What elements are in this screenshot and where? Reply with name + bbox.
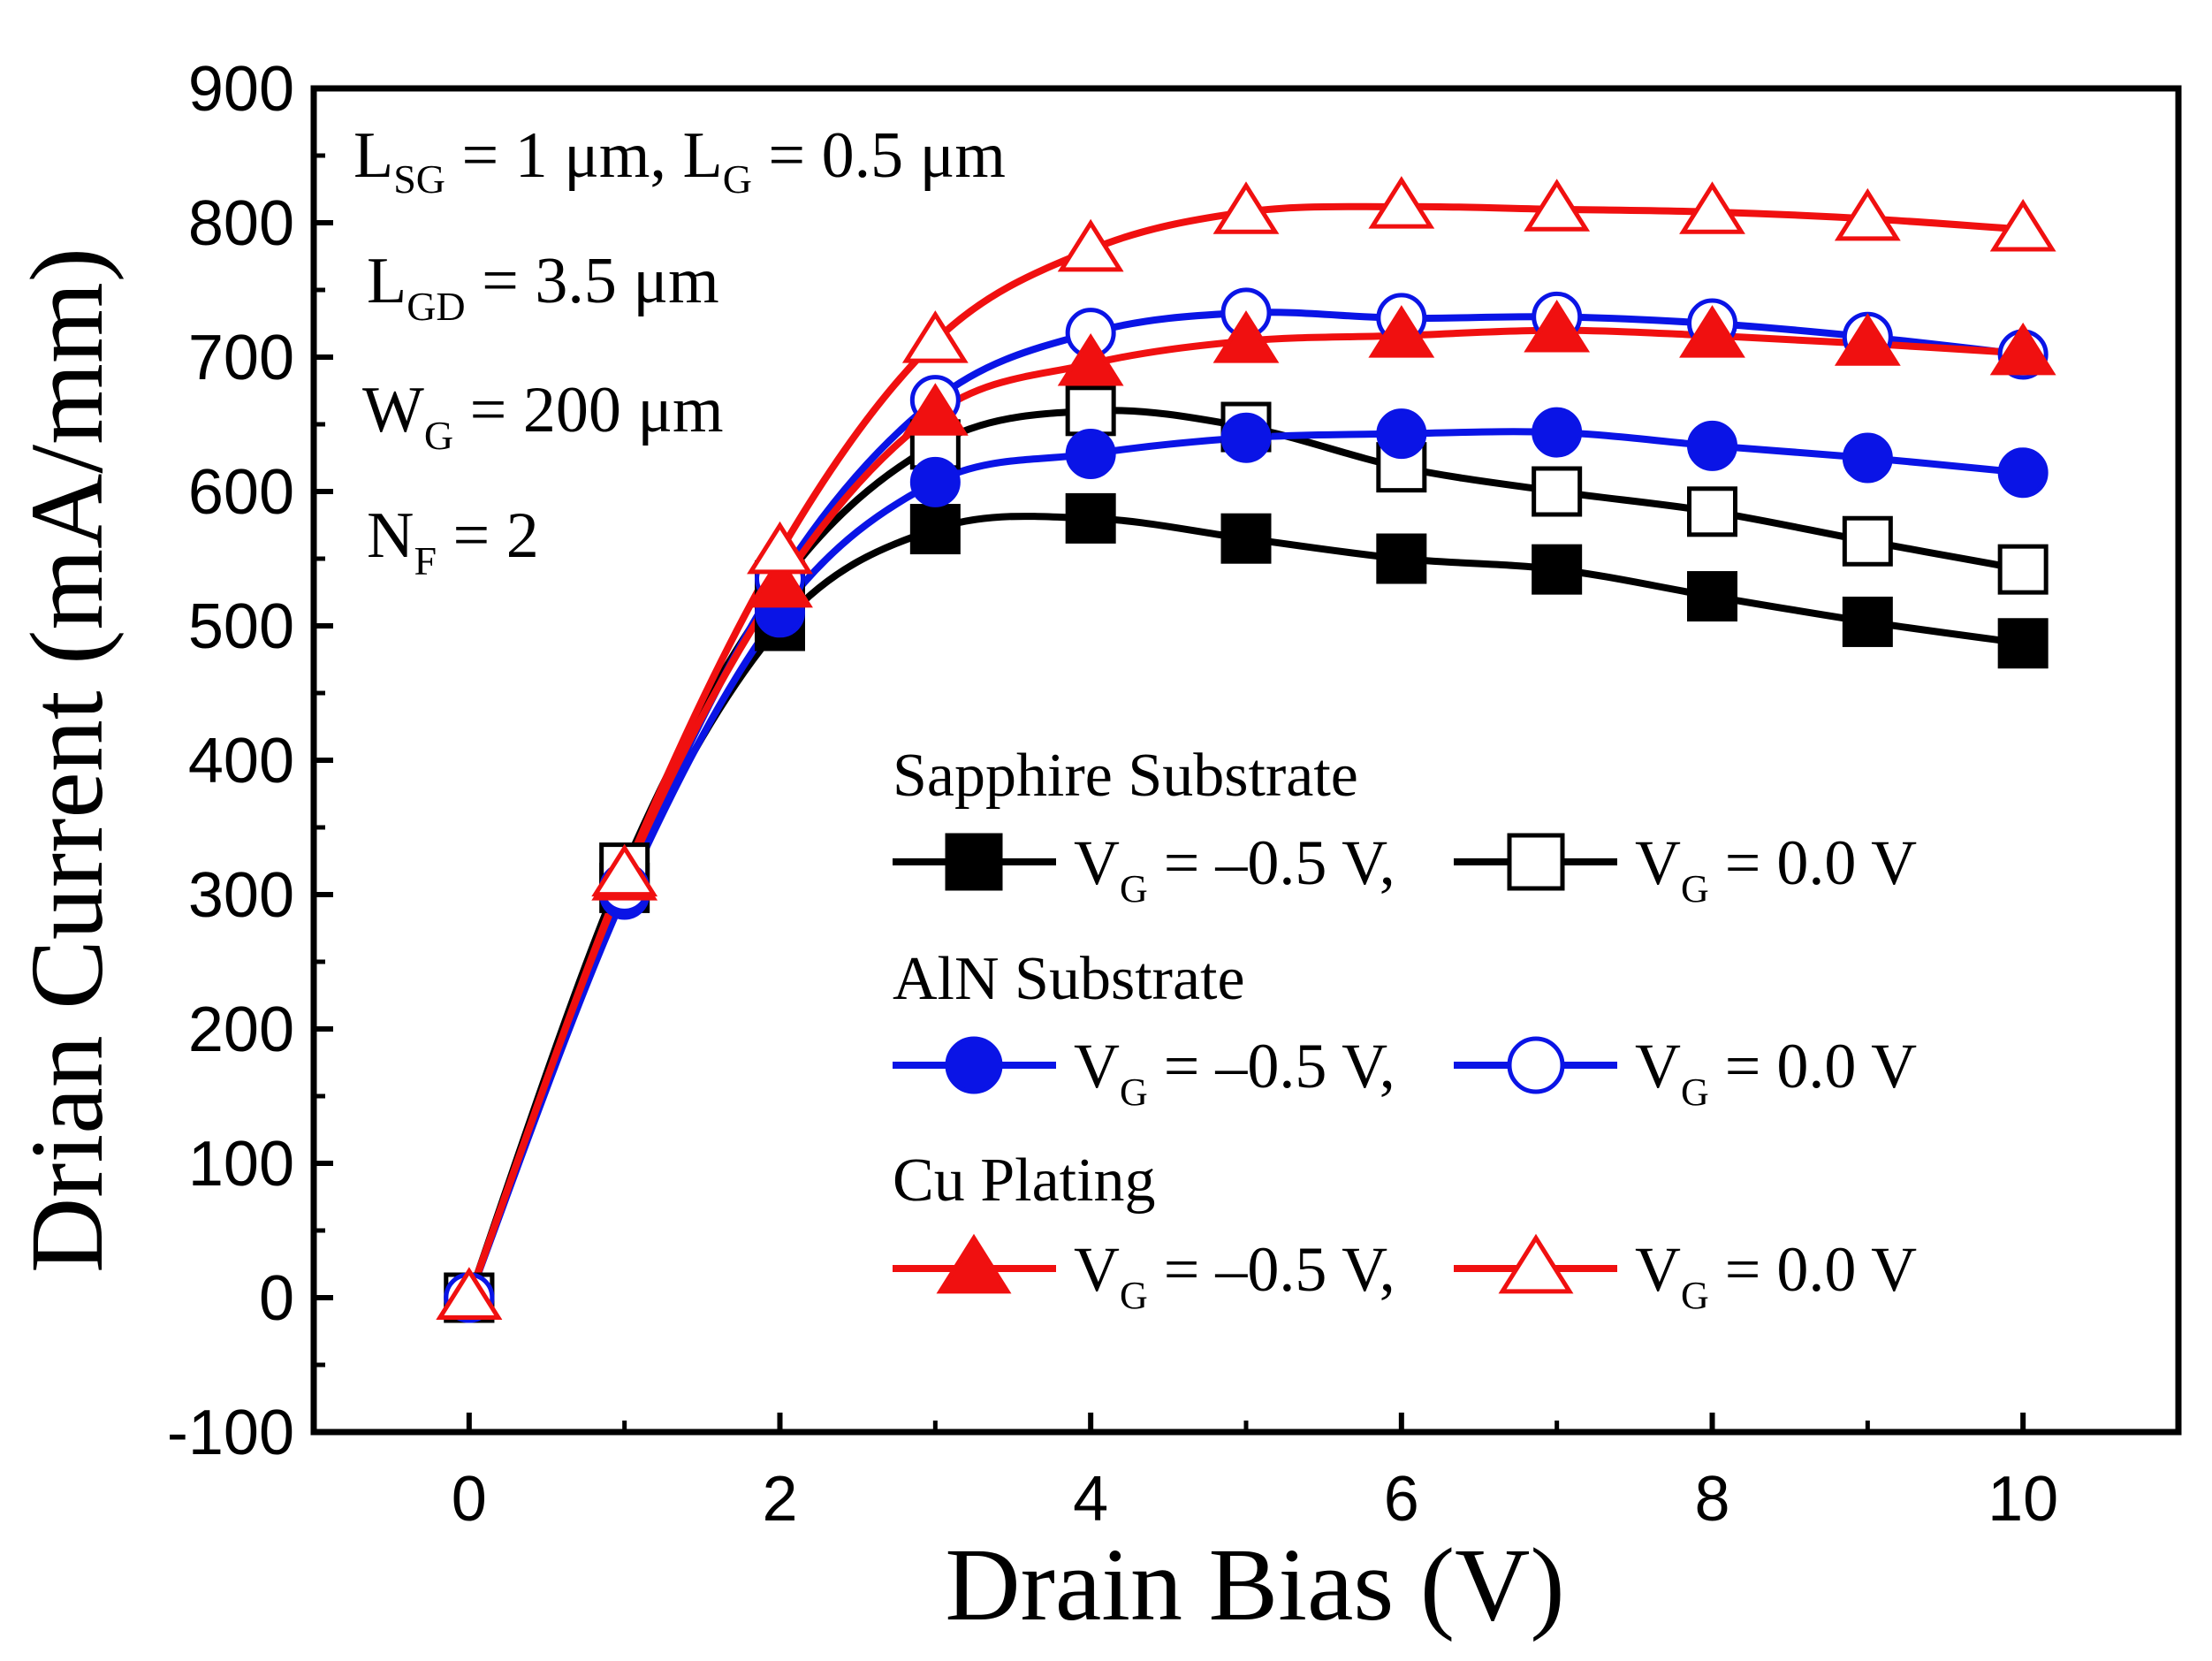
x-tick-label: 2 bbox=[762, 1464, 797, 1535]
data-point bbox=[1220, 412, 1272, 463]
data-point bbox=[909, 504, 961, 555]
data-point bbox=[591, 843, 658, 897]
x-tick-label: 0 bbox=[452, 1464, 487, 1535]
series-4 bbox=[466, 326, 2024, 1299]
series-line-4 bbox=[466, 326, 2024, 1299]
legend: Sapphire Substrate AlN Substrate Cu Plat… bbox=[893, 742, 1917, 1317]
data-point bbox=[1842, 515, 1893, 567]
legend-marker bbox=[945, 1036, 1003, 1094]
data-point bbox=[1679, 181, 1745, 234]
legend-label-cu-neg: VG = –0.5 V, bbox=[1074, 1234, 1395, 1317]
legend-label-aln-zero: VG = 0.0 V bbox=[1635, 1031, 1917, 1114]
annotation-line-3: WG = 200 μm bbox=[362, 374, 724, 458]
legend-group-aln: AlN Substrate bbox=[893, 945, 1245, 1013]
data-point bbox=[1524, 300, 1591, 353]
series-markers-0 bbox=[444, 492, 2049, 1323]
legend-labels: VG = –0.5 V, VG = 0.0 V VG = –0.5 V, VG … bbox=[1074, 827, 1917, 1317]
data-point bbox=[1989, 199, 2056, 252]
data-point bbox=[1057, 218, 1124, 272]
x-tick-label: 10 bbox=[1988, 1464, 2058, 1535]
legend-marker bbox=[1507, 1036, 1565, 1094]
y-tick-label: 500 bbox=[188, 591, 294, 662]
annotation-line-1: LSG = 1 μm, LG = 0.5 μm bbox=[353, 119, 1006, 202]
parameter-annotations: LSG = 1 μm, LG = 0.5 μm LGD = 3.5 μm WG … bbox=[353, 119, 1006, 583]
y-tick-label: 0 bbox=[259, 1263, 294, 1334]
legend-label-sapphire-neg: VG = –0.5 V, bbox=[1074, 827, 1395, 911]
x-tick-label: 8 bbox=[1694, 1464, 1729, 1535]
x-tick-label: 4 bbox=[1073, 1464, 1108, 1535]
data-point bbox=[901, 383, 969, 436]
y-tick-label: 200 bbox=[188, 994, 294, 1065]
data-point bbox=[1842, 596, 1893, 647]
y-tick-label: 700 bbox=[188, 323, 294, 393]
data-point bbox=[1679, 305, 1745, 358]
legend-label-aln-neg: VG = –0.5 V, bbox=[1074, 1031, 1395, 1114]
y-tick-label: 100 bbox=[188, 1129, 294, 1200]
legend-label-cu-zero: VG = 0.0 V bbox=[1635, 1234, 1917, 1317]
data-point bbox=[1524, 179, 1591, 232]
data-point bbox=[1687, 571, 1737, 622]
data-point bbox=[1997, 447, 2049, 499]
data-point bbox=[909, 456, 961, 507]
data-point bbox=[1997, 618, 2049, 669]
series-markers-5 bbox=[436, 176, 2056, 1320]
data-point bbox=[747, 554, 813, 608]
data-point bbox=[1532, 407, 1583, 458]
data-point bbox=[1212, 181, 1280, 234]
legend-marker bbox=[945, 833, 1003, 891]
data-point bbox=[1212, 310, 1280, 363]
data-point bbox=[901, 310, 969, 363]
data-point bbox=[1532, 466, 1583, 517]
data-point bbox=[1687, 486, 1737, 537]
legend-marker bbox=[1498, 1233, 1574, 1294]
axis-ticks bbox=[314, 86, 2026, 1435]
legend-marker bbox=[1507, 833, 1565, 891]
data-point bbox=[1687, 420, 1737, 471]
data-point bbox=[1065, 492, 1116, 544]
annotation-line-4: NF = 2 bbox=[367, 499, 539, 583]
data-point bbox=[436, 1267, 503, 1320]
data-point bbox=[1834, 187, 1901, 241]
legend-group-cu: Cu Plating bbox=[893, 1147, 1156, 1215]
annotation-line-2: LGD = 3.5 μm bbox=[367, 245, 719, 329]
data-point bbox=[1220, 513, 1272, 564]
data-point bbox=[1376, 408, 1427, 460]
y-tick-label: -100 bbox=[167, 1398, 294, 1468]
data-point bbox=[1842, 432, 1893, 484]
y-tick-label: 300 bbox=[188, 860, 294, 931]
legend-marker bbox=[936, 1233, 1012, 1294]
data-point bbox=[1376, 533, 1427, 584]
data-point bbox=[1065, 385, 1116, 437]
legend-group-sapphire: Sapphire Substrate bbox=[893, 742, 1358, 810]
legend-label-sapphire-zero: VG = 0.0 V bbox=[1635, 827, 1917, 911]
data-point bbox=[1989, 322, 2056, 376]
series-0 bbox=[466, 513, 2024, 1299]
data-point bbox=[1065, 428, 1116, 479]
y-tick-label: 800 bbox=[188, 188, 294, 259]
x-axis-title: Drain Bias (V) bbox=[945, 1527, 1564, 1642]
y-axis-title: Drian Current (mA/mm) bbox=[9, 248, 125, 1273]
data-point bbox=[1997, 544, 2049, 595]
series-line-0 bbox=[466, 513, 2024, 1299]
data-point bbox=[1057, 333, 1124, 386]
y-tick-label: 600 bbox=[188, 457, 294, 528]
x-tick-label: 6 bbox=[1384, 1464, 1419, 1535]
axis-tick-labels: -100 0 100 200 300 400 500 600 700 800 900 0 2 4 6 8 10 bbox=[167, 54, 2058, 1535]
data-point bbox=[1368, 305, 1435, 358]
legend-samples bbox=[893, 833, 1617, 1294]
data-point bbox=[1834, 313, 1901, 366]
data-point bbox=[747, 521, 813, 575]
data-point bbox=[1368, 176, 1435, 229]
y-tick-label: 400 bbox=[188, 726, 294, 796]
series-layer bbox=[436, 176, 2056, 1323]
y-tick-label: 900 bbox=[188, 54, 294, 125]
data-point bbox=[1532, 544, 1583, 595]
